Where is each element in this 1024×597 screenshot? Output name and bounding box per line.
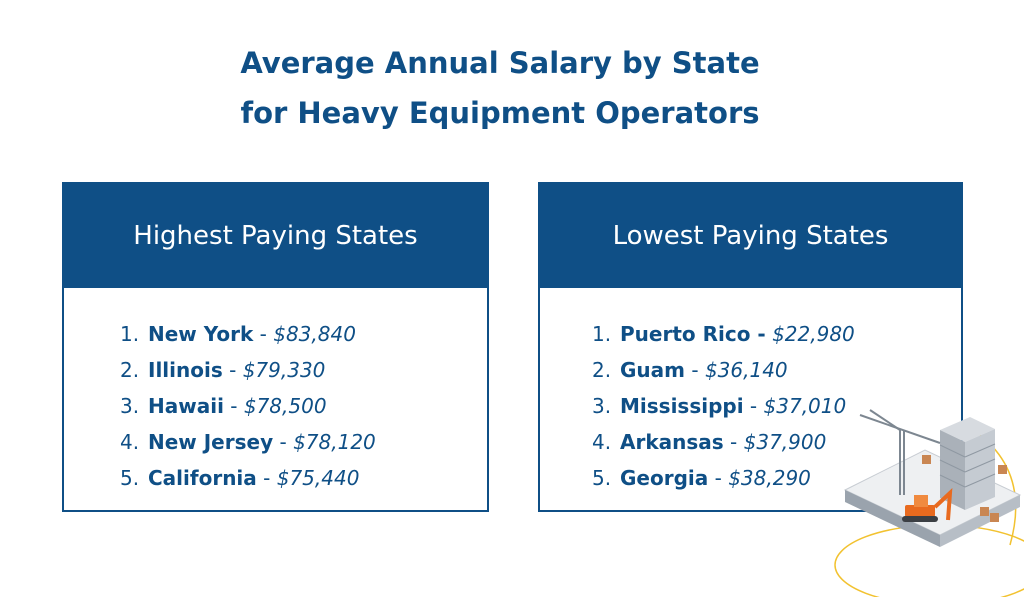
separator: -	[743, 394, 764, 418]
item-number: 5.	[592, 466, 612, 490]
state-name: Hawaii	[148, 394, 224, 418]
salary-value: $36,140	[704, 358, 788, 382]
salary-value: $37,900	[743, 430, 827, 454]
state-name: New Jersey	[148, 430, 274, 454]
item-number: 1.	[120, 322, 140, 346]
item-number: 2.	[592, 358, 612, 382]
state-name: Guam	[620, 358, 685, 382]
lowest-paying-list: 1. Puerto Rico - $22,980 2. Guam - $36,140…	[592, 316, 855, 496]
title-line-1: Average Annual Salary by State	[240, 46, 760, 80]
item-number: 4.	[592, 430, 612, 454]
list-item: 5. California - $75,440	[120, 460, 376, 496]
state-name: Arkansas	[620, 430, 724, 454]
list-item: 3. Mississippi - $37,010	[592, 388, 855, 424]
item-number: 5.	[120, 466, 140, 490]
salary-value: $75,440	[276, 466, 360, 490]
state-name: Mississippi	[620, 394, 744, 418]
salary-value: $37,010	[763, 394, 847, 418]
separator: -	[708, 466, 729, 490]
state-name: Georgia	[620, 466, 709, 490]
separator: -	[256, 466, 277, 490]
item-number: 2.	[120, 358, 140, 382]
item-number: 3.	[592, 394, 612, 418]
separator: -	[223, 394, 244, 418]
state-name: Illinois	[148, 358, 223, 382]
item-number: 4.	[120, 430, 140, 454]
lowest-paying-card: Lowest Paying States 1. Puerto Rico - $22…	[538, 182, 963, 512]
item-number: 3.	[120, 394, 140, 418]
list-item: 4. New Jersey - $78,120	[120, 424, 376, 460]
separator: -	[685, 358, 705, 382]
list-item: 2. Illinois - $79,330	[120, 352, 376, 388]
list-item: 4. Arkansas - $37,900	[592, 424, 855, 460]
list-item: 1. Puerto Rico - $22,980	[592, 316, 855, 352]
salary-value: $22,980	[772, 322, 855, 346]
separator: -	[253, 322, 274, 346]
salary-value: $83,840	[273, 322, 356, 346]
state-name: Puerto Rico -	[620, 322, 766, 346]
list-item: 2. Guam - $36,140	[592, 352, 855, 388]
highest-paying-card: Highest Paying States 1. New York - $83,8…	[62, 182, 489, 512]
construction-site-icon	[834, 409, 1024, 597]
state-name: California	[148, 466, 257, 490]
list-item: 3. Hawaii - $78,500	[120, 388, 376, 424]
page-title: Average Annual Salary by State for Heavy…	[0, 38, 1000, 138]
separator: -	[273, 430, 294, 454]
salary-value: $79,330	[242, 358, 326, 382]
highest-paying-list: 1. New York - $83,840 2. Illinois - $79,33…	[120, 316, 376, 496]
highest-paying-heading: Highest Paying States	[64, 184, 487, 288]
list-item: 1. New York - $83,840	[120, 316, 376, 352]
salary-value: $78,500	[243, 394, 327, 418]
item-number: 1.	[592, 322, 612, 346]
salary-value: $78,120	[293, 430, 376, 454]
separator: -	[222, 358, 243, 382]
separator: -	[723, 430, 744, 454]
salary-value: $38,290	[728, 466, 811, 490]
state-name: New York	[148, 322, 254, 346]
lowest-paying-heading: Lowest Paying States	[540, 184, 961, 288]
title-line-2: for Heavy Equipment Operators	[240, 96, 760, 130]
list-item: 5. Georgia - $38,290	[592, 460, 855, 496]
